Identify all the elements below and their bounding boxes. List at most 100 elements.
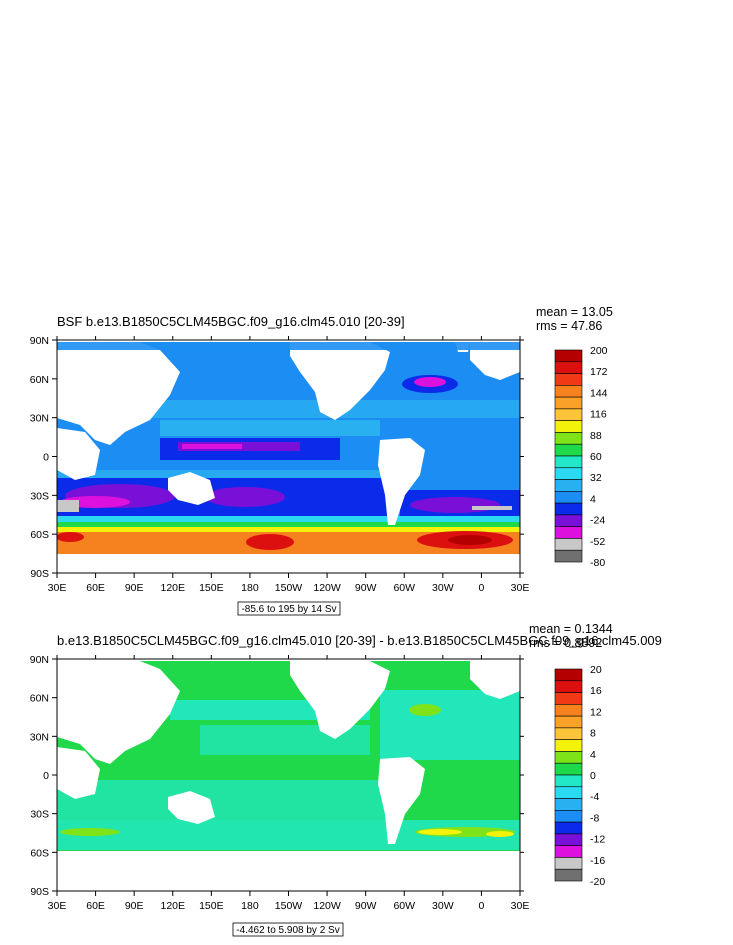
colorbar-label: 144 — [590, 387, 608, 399]
x-tick-label: 120E — [160, 582, 185, 594]
panel-1: BSF b.e13.B1850C5CLM45BGC.f09_g16.clm45.… — [30, 305, 613, 616]
colorbar-swatch — [554, 774, 583, 788]
panel-1-range: -85.6 to 195 by 14 Sv — [241, 604, 336, 615]
panel-2-title: b.e13.B1850C5CLM45BGC.f09_g16.clm45.010 … — [57, 633, 662, 648]
colorbar-swatch — [554, 821, 583, 835]
x-tick-label: 60W — [393, 900, 415, 912]
x-tick-label: 30E — [48, 900, 67, 912]
y-tick-label: 0 — [43, 452, 49, 464]
x-tick-label: 0 — [478, 900, 484, 912]
colorbar-swatch — [554, 349, 583, 363]
colorbar-swatch — [554, 420, 583, 433]
x-tick-label: 150W — [275, 582, 303, 594]
colorbar-label: 60 — [590, 451, 602, 463]
panel-2-colorbar: 20 16 12 8 4 0 -4 -8 -12 -16 -20 — [554, 664, 605, 888]
colorbar-swatch — [554, 361, 583, 374]
colorbar-swatch — [554, 491, 583, 504]
colorbar-label: 12 — [590, 706, 602, 718]
panel-2-x-axis: 30E 60E 90E 120E 150E 180 150W 120W 90W 60W 30W 0 30… — [48, 655, 530, 912]
panel-2-mean: mean = 0.1344 — [529, 622, 613, 636]
colorbar-swatch — [554, 727, 583, 740]
colorbar-swatch — [554, 680, 583, 693]
colorbar-swatch — [554, 704, 583, 717]
x-tick-label: 120E — [160, 900, 185, 912]
colorbar-label: -8 — [590, 812, 599, 824]
x-tick-label: 150E — [199, 582, 224, 594]
x-tick-label: 60W — [393, 582, 415, 594]
x-tick-label: 90W — [355, 582, 377, 594]
colorbar-swatch — [554, 514, 583, 527]
panel-1-colorbar: 200 172 144 116 88 60 32 4 -24 -52 -80 — [554, 345, 608, 569]
colorbar-swatch — [554, 432, 583, 445]
colorbar-swatch — [554, 443, 583, 457]
y-tick-label: 90S — [30, 568, 49, 580]
colorbar-label: 200 — [590, 345, 608, 357]
y-tick-label: 90N — [30, 335, 49, 347]
colorbar-swatch — [554, 868, 583, 882]
x-tick-label: 120W — [313, 900, 341, 912]
y-tick-label: 30S — [30, 490, 49, 502]
panel-1-rms: rms = 47.86 — [536, 319, 602, 333]
y-tick-label: 30N — [30, 413, 49, 425]
colorbar-swatch — [554, 668, 583, 682]
x-tick-label: 30W — [432, 582, 454, 594]
colorbar-label: -4 — [590, 791, 599, 803]
x-tick-label: 90W — [355, 900, 377, 912]
colorbar-swatch — [554, 798, 583, 811]
y-tick-label: 60S — [30, 529, 49, 541]
colorbar-swatch — [554, 751, 583, 764]
y-tick-label: 90S — [30, 886, 49, 898]
x-tick-label: 150W — [275, 900, 303, 912]
colorbar-swatch — [554, 549, 583, 563]
colorbar-swatch — [554, 467, 583, 480]
x-tick-label: 150E — [199, 900, 224, 912]
y-tick-label: 0 — [43, 770, 49, 782]
panel-1-mean: mean = 13.05 — [536, 305, 613, 319]
x-tick-label: 120W — [313, 582, 341, 594]
y-tick-label: 90N — [30, 654, 49, 666]
colorbar-label: -12 — [590, 834, 605, 846]
y-tick-label: 30S — [30, 809, 49, 821]
colorbar-label: 4 — [590, 749, 596, 761]
panel-1-y-axis: 90N 60N 30N 0 30S 60S 90S — [30, 335, 524, 580]
colorbar-swatch — [554, 739, 583, 752]
colorbar-swatch — [554, 396, 583, 410]
x-tick-label: 30E — [48, 582, 67, 594]
x-tick-label: 90E — [125, 582, 144, 594]
panel-1-range-box: -85.6 to 195 by 14 Sv — [237, 601, 341, 616]
panel-2-range-box: -4.462 to 5.908 by 2 Sv — [232, 922, 344, 937]
x-tick-label: 0 — [478, 582, 484, 594]
colorbar-label: 20 — [590, 664, 602, 676]
colorbar-swatch — [554, 857, 583, 870]
colorbar-swatch — [554, 810, 583, 823]
panel-1-title: BSF b.e13.B1850C5CLM45BGC.f09_g16.clm45.… — [57, 314, 405, 329]
colorbar-label: -24 — [590, 515, 605, 527]
colorbar-label: 88 — [590, 430, 602, 442]
x-tick-label: 30E — [511, 900, 530, 912]
y-tick-label: 60S — [30, 847, 49, 859]
colorbar-swatch — [554, 692, 583, 705]
colorbar-swatch — [554, 715, 583, 729]
x-tick-label: 90E — [125, 900, 144, 912]
colorbar-label: -52 — [590, 536, 605, 548]
colorbar-label: 4 — [590, 493, 596, 505]
colorbar-swatch — [554, 455, 583, 469]
x-tick-label: 60E — [86, 900, 105, 912]
panel-1-x-axis: 30E 60E 90E 120E 150E 180 150W 120W 90W 60W 30W 0 30… — [48, 336, 530, 594]
x-tick-label: 180 — [241, 900, 259, 912]
colorbar-label: -20 — [590, 876, 605, 888]
colorbar-swatch — [554, 479, 583, 492]
colorbar-label: 8 — [590, 728, 596, 740]
colorbar-label: 172 — [590, 366, 608, 378]
panel-2: b.e13.B1850C5CLM45BGC.f09_g16.clm45.010 … — [30, 622, 662, 937]
colorbar-swatch — [554, 762, 583, 776]
panel-2-range: -4.462 to 5.908 by 2 Sv — [236, 925, 339, 936]
colorbar-label: -16 — [590, 855, 605, 867]
x-tick-label: 30W — [432, 900, 454, 912]
colorbar-swatch — [554, 845, 583, 858]
colorbar-label: 116 — [590, 409, 607, 421]
colorbar-label: 32 — [590, 472, 602, 484]
colorbar-swatch — [554, 538, 583, 551]
x-tick-label: 30E — [511, 582, 530, 594]
